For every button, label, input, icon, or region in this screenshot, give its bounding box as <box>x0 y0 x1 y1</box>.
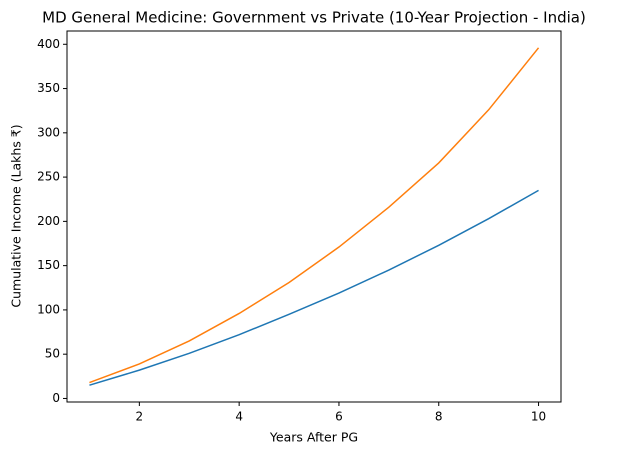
chart-title: MD General Medicine: Government vs Priva… <box>42 9 586 27</box>
y-tick-label: 150 <box>37 258 60 272</box>
y-tick-label: 200 <box>37 214 60 228</box>
x-tick-label: 8 <box>435 410 443 424</box>
plot-frame <box>66 30 562 403</box>
y-tick-label: 250 <box>37 170 60 184</box>
y-tick-label: 400 <box>37 37 60 51</box>
series-line <box>89 47 540 384</box>
series-line <box>89 189 539 386</box>
y-tick-label: 0 <box>52 391 60 405</box>
x-axis-label: Years After PG <box>269 430 358 445</box>
x-tick-label: 4 <box>235 410 243 424</box>
x-tick-label: 6 <box>335 410 343 424</box>
y-axis-label: Cumulative Income (Lakhs ₹) <box>9 124 24 307</box>
y-tick-label: 350 <box>37 81 60 95</box>
y-tick-label: 50 <box>45 347 60 361</box>
y-tick-label: 300 <box>37 125 60 139</box>
y-tick-label: 100 <box>37 302 60 316</box>
x-tick-label: 2 <box>136 410 144 424</box>
x-tick-label: 10 <box>531 410 546 424</box>
